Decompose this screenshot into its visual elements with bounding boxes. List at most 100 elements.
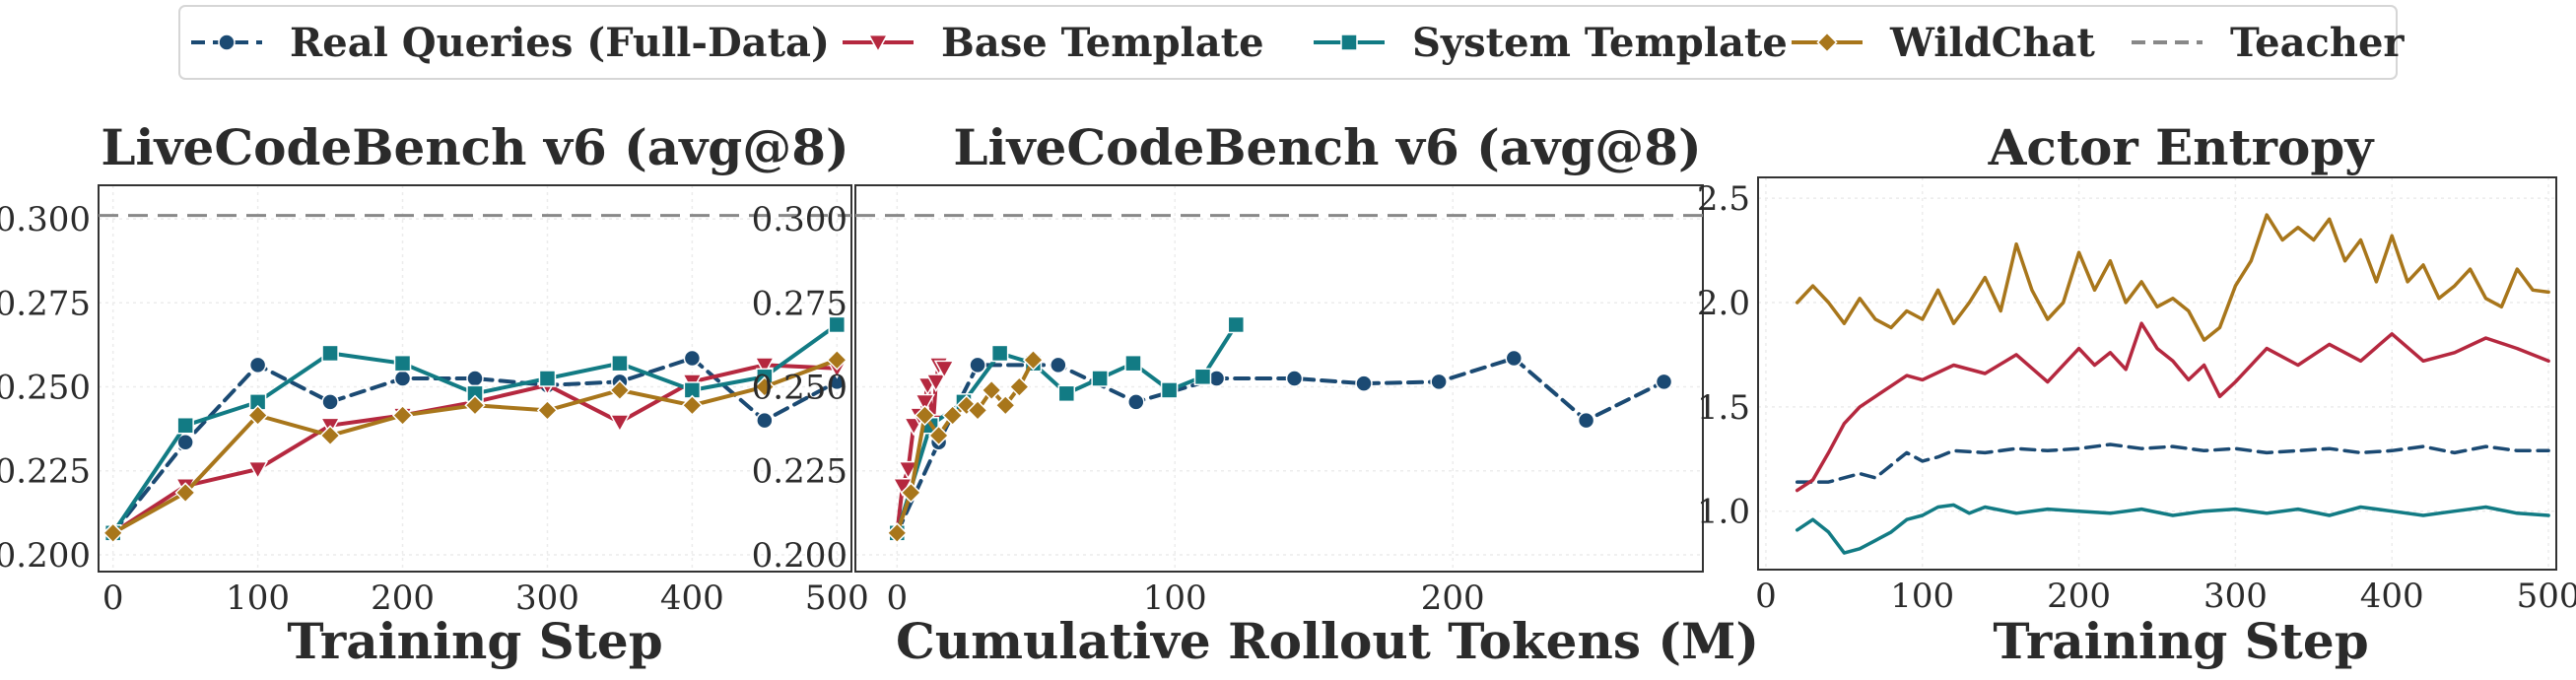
data-point bbox=[1227, 315, 1246, 334]
x-tick-label: 500 bbox=[805, 578, 869, 618]
x-tick-label: 200 bbox=[2047, 577, 2111, 616]
data-point bbox=[994, 394, 1016, 416]
plot-area bbox=[1795, 213, 2550, 555]
data-point bbox=[900, 482, 922, 504]
data-point bbox=[466, 370, 484, 387]
series-wildchat bbox=[1795, 213, 2550, 342]
legend-marker bbox=[867, 34, 889, 53]
legend-label: Base Template bbox=[941, 20, 1264, 66]
series-base-template bbox=[1795, 321, 2550, 493]
data-point bbox=[321, 393, 339, 411]
data-point bbox=[1285, 370, 1304, 387]
data-point bbox=[683, 349, 702, 368]
data-point bbox=[828, 315, 847, 334]
data-point bbox=[826, 349, 847, 371]
legend-marker bbox=[218, 34, 236, 51]
series-system-template bbox=[103, 315, 847, 542]
series-real-queries-full-data bbox=[103, 349, 847, 542]
data-point bbox=[754, 375, 776, 398]
grid bbox=[855, 185, 1703, 572]
data-point bbox=[391, 404, 414, 427]
x-tick-label: 200 bbox=[1421, 578, 1485, 618]
data-point bbox=[942, 404, 964, 427]
plot-area bbox=[99, 214, 851, 544]
data-point bbox=[174, 482, 196, 504]
panel-actor-entropy: Actor Entropy Training Step 0 100 200 300 40… bbox=[1697, 118, 2576, 670]
x-tick-label: 300 bbox=[2203, 577, 2268, 616]
data-point bbox=[393, 370, 412, 387]
data-point bbox=[1050, 356, 1067, 374]
y-tick-label: 0.200 bbox=[0, 536, 91, 576]
data-point bbox=[102, 522, 124, 544]
y-tick-label: 0.300 bbox=[752, 200, 847, 239]
series-line bbox=[1795, 321, 2550, 493]
series-system-template bbox=[1795, 503, 2550, 555]
legend: Real Queries (Full-Data) Base Template Sys… bbox=[178, 5, 2405, 80]
data-point bbox=[1655, 373, 1673, 391]
data-point bbox=[898, 460, 919, 480]
legend-frame bbox=[178, 5, 2398, 80]
data-point bbox=[933, 360, 955, 379]
grid bbox=[1758, 177, 2556, 570]
panel-title: LiveCodeBench v6 (avg@8) bbox=[101, 118, 848, 176]
y-tick-label: 0.225 bbox=[0, 452, 91, 492]
data-point bbox=[1124, 354, 1142, 373]
legend-item-wildchat: WildChat bbox=[1792, 20, 2095, 66]
series-line bbox=[110, 356, 840, 535]
x-tick-label: 300 bbox=[515, 578, 579, 618]
data-point bbox=[1091, 370, 1109, 387]
x-tick-label: 500 bbox=[2517, 577, 2576, 616]
series-line bbox=[895, 322, 1239, 535]
y-tick-label: 1.0 bbox=[1697, 493, 1750, 532]
panel-lcb-training-step: LiveCodeBench v6 (avg@8) Training Step 0… bbox=[0, 118, 869, 670]
y-tick-label: 0.250 bbox=[752, 369, 847, 408]
data-point bbox=[1430, 373, 1448, 391]
data-point bbox=[176, 434, 194, 451]
data-point bbox=[393, 354, 412, 373]
data-point bbox=[319, 425, 341, 446]
data-point bbox=[1505, 349, 1524, 368]
data-point bbox=[981, 379, 1002, 401]
data-point bbox=[1008, 375, 1031, 398]
x-axis-label: Training Step bbox=[287, 612, 662, 670]
series-wildchat bbox=[886, 349, 1045, 544]
data-point bbox=[967, 399, 988, 422]
data-point bbox=[1022, 349, 1045, 371]
data-point bbox=[886, 522, 908, 544]
data-point bbox=[1577, 411, 1595, 430]
data-point bbox=[464, 394, 486, 416]
data-point bbox=[1057, 384, 1076, 403]
data-point bbox=[915, 393, 935, 413]
legend-marker bbox=[1340, 34, 1358, 51]
y-tick-label: 0.275 bbox=[752, 284, 847, 323]
panel-title: LiveCodeBench v6 (avg@8) bbox=[953, 118, 1701, 176]
data-point bbox=[536, 399, 559, 422]
panel-title: Actor Entropy bbox=[1988, 118, 2376, 176]
x-tick-label: 0 bbox=[102, 578, 124, 618]
legend-item-real-queries-full-data: Real Queries (Full-Data) bbox=[191, 20, 830, 66]
data-point bbox=[321, 344, 339, 363]
data-point bbox=[754, 357, 776, 376]
legend-marker bbox=[1816, 32, 1838, 53]
x-tick-label: 200 bbox=[371, 578, 435, 618]
x-axis-label: Cumulative Rollout Tokens (M) bbox=[896, 612, 1759, 670]
x-tick-label: 100 bbox=[226, 578, 290, 618]
legend-item-teacher: Teacher bbox=[2132, 20, 2405, 66]
legend-label: WildChat bbox=[1889, 20, 2095, 66]
series-real-queries-full-data bbox=[888, 349, 1673, 542]
x-tick-label: 0 bbox=[886, 578, 908, 618]
x-axis-label: Training Step bbox=[1993, 612, 2368, 670]
series-real-queries-full-data bbox=[1795, 442, 2550, 484]
legend-item-base-template: Base Template bbox=[843, 20, 1264, 66]
data-point bbox=[248, 356, 267, 374]
data-point bbox=[609, 414, 631, 434]
plot-area bbox=[855, 214, 1703, 544]
legend-item-system-template: System Template bbox=[1314, 20, 1788, 66]
data-point bbox=[538, 370, 557, 387]
series-line bbox=[1795, 213, 2550, 342]
x-tick-label: 100 bbox=[1143, 578, 1207, 618]
series-line bbox=[1795, 442, 2550, 484]
data-point bbox=[246, 404, 269, 427]
y-tick-label: 0.275 bbox=[0, 284, 91, 323]
